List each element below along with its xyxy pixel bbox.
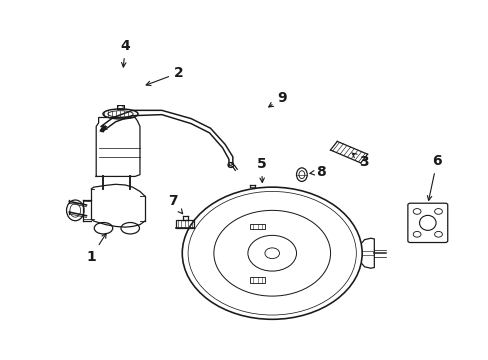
Text: 5: 5 <box>256 157 266 183</box>
Bar <box>250 224 264 229</box>
Text: 6: 6 <box>427 154 441 201</box>
Text: 1: 1 <box>86 233 106 264</box>
Text: 4: 4 <box>120 39 130 67</box>
Bar <box>250 277 264 283</box>
Text: 9: 9 <box>268 91 286 107</box>
Text: 3: 3 <box>351 153 367 169</box>
Bar <box>176 220 194 228</box>
Text: 7: 7 <box>167 194 182 214</box>
Text: 2: 2 <box>146 66 183 86</box>
Text: 8: 8 <box>309 165 325 179</box>
